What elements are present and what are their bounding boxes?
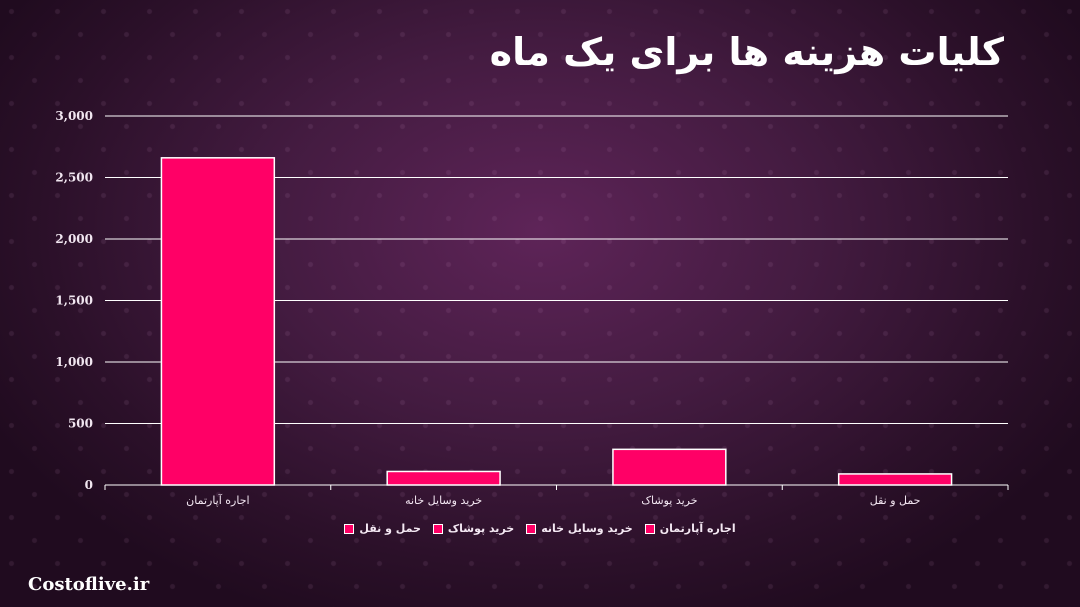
legend-label: حمل و نقل <box>359 522 421 535</box>
bar <box>386 470 501 486</box>
legend-swatch <box>432 523 443 534</box>
x-category-label: حمل و نقل <box>870 494 921 507</box>
y-tick-label: 0 <box>85 478 93 492</box>
brand-watermark: Costoflive.ir <box>28 574 150 595</box>
bar <box>612 448 727 486</box>
legend-label: خرید پوشاک <box>447 522 515 535</box>
x-category-label: خرید وسایل خانه <box>405 494 482 507</box>
legend-label: اجاره آپارتمان <box>659 522 736 535</box>
x-category-label: اجاره آپارتمان <box>186 493 249 507</box>
legend-item: خرید وسایل خانه <box>526 522 633 535</box>
y-tick-label: 1,000 <box>55 355 93 369</box>
legend-item: حمل و نقل <box>344 522 421 535</box>
legend-swatch <box>644 523 655 534</box>
y-tick-label: 3,000 <box>55 109 93 123</box>
legend-label: خرید وسایل خانه <box>541 522 633 535</box>
y-tick-label: 500 <box>68 417 93 431</box>
bar <box>837 473 953 486</box>
chart-title: کلیات هزینه ها برای یک ماه <box>489 30 1004 74</box>
y-tick-label: 2,000 <box>55 232 93 246</box>
y-tick-label: 1,500 <box>55 294 93 308</box>
legend-swatch <box>344 523 355 534</box>
x-category-label: خرید پوشاک <box>641 494 697 507</box>
legend-item: اجاره آپارتمان <box>644 522 736 535</box>
bar <box>160 157 276 486</box>
chart-legend: اجاره آپارتمان خرید وسایل خانه خرید پوشاک ح… <box>0 522 1080 535</box>
y-tick-label: 2,500 <box>55 171 93 185</box>
legend-item: خرید پوشاک <box>432 522 515 535</box>
legend-swatch <box>526 523 537 534</box>
